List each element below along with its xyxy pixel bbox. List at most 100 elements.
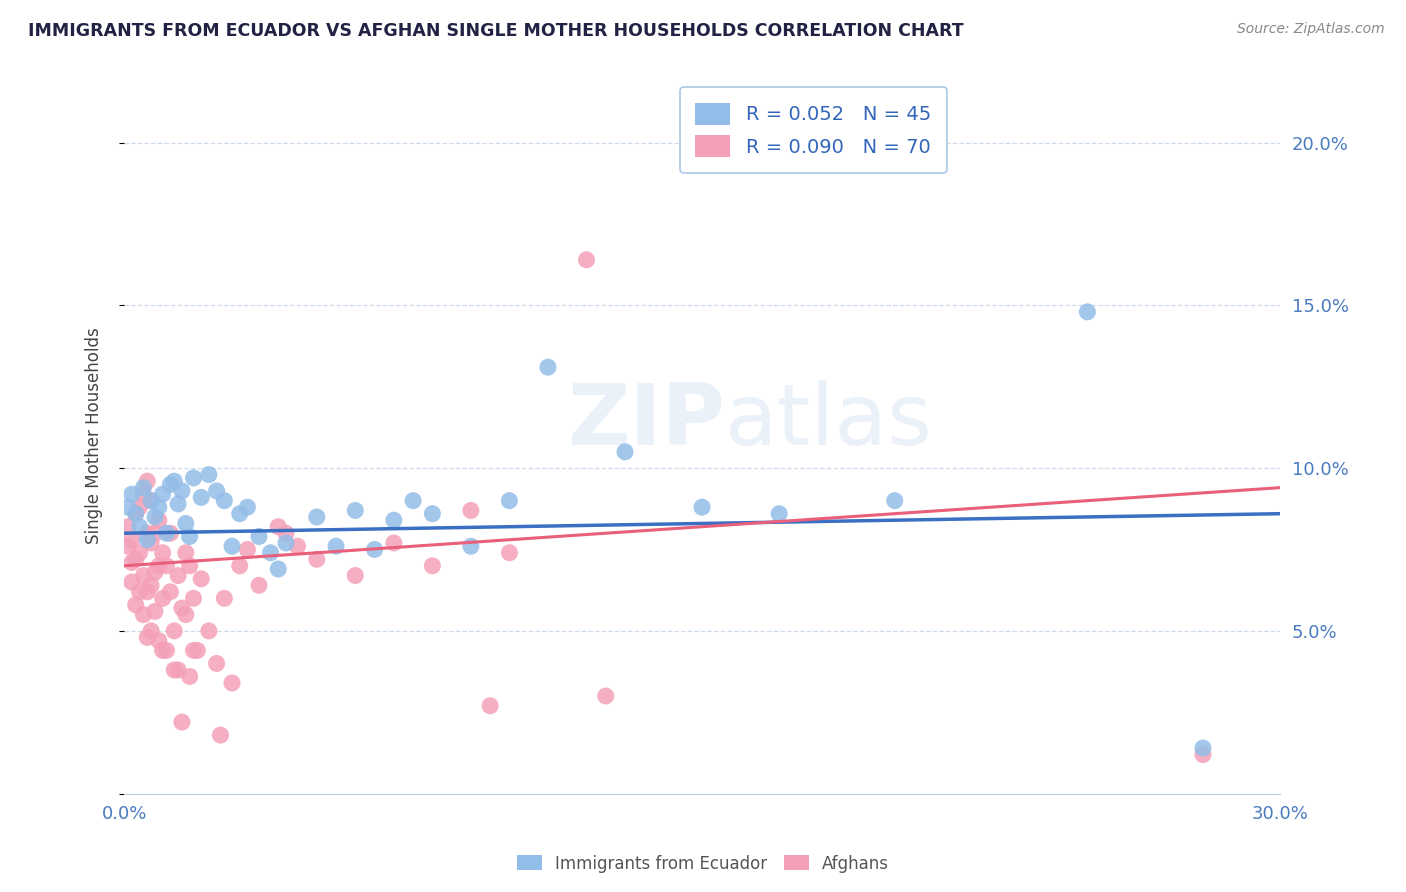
Point xyxy=(183,471,205,485)
Point xyxy=(125,507,148,521)
Point xyxy=(690,500,713,515)
Point xyxy=(148,633,170,648)
Point xyxy=(344,568,367,582)
Point xyxy=(139,493,162,508)
Point xyxy=(148,513,170,527)
Point xyxy=(883,493,905,508)
Point xyxy=(479,698,502,713)
Point xyxy=(274,526,297,541)
Point xyxy=(174,607,197,622)
Point xyxy=(121,533,143,547)
Point xyxy=(117,539,139,553)
Point xyxy=(179,558,201,573)
Point xyxy=(167,663,190,677)
Point xyxy=(139,536,162,550)
Point xyxy=(170,601,193,615)
Point xyxy=(136,631,159,645)
Point xyxy=(247,529,270,543)
Point xyxy=(305,510,328,524)
Point xyxy=(183,591,205,606)
Point xyxy=(128,500,150,515)
Point xyxy=(159,584,181,599)
Text: IMMIGRANTS FROM ECUADOR VS AFGHAN SINGLE MOTHER HOUSEHOLDS CORRELATION CHART: IMMIGRANTS FROM ECUADOR VS AFGHAN SINGLE… xyxy=(28,22,963,40)
Point xyxy=(174,516,197,531)
Point xyxy=(155,558,177,573)
Point xyxy=(163,474,186,488)
Point xyxy=(190,572,212,586)
Point xyxy=(163,663,186,677)
Point xyxy=(136,474,159,488)
Point xyxy=(382,536,405,550)
Point xyxy=(363,542,385,557)
Point xyxy=(170,714,193,729)
Point xyxy=(274,536,297,550)
Point xyxy=(209,728,232,742)
Point xyxy=(183,643,205,657)
Point xyxy=(128,519,150,533)
Point xyxy=(132,607,155,622)
Point xyxy=(136,526,159,541)
Point xyxy=(236,542,259,557)
Point xyxy=(1192,741,1215,756)
Point xyxy=(287,539,309,553)
Point xyxy=(155,526,177,541)
Point xyxy=(228,507,250,521)
Point xyxy=(121,575,143,590)
Point xyxy=(139,624,162,638)
Point xyxy=(537,360,560,375)
Point xyxy=(221,539,243,553)
Point xyxy=(136,584,159,599)
Point xyxy=(205,483,228,498)
Point xyxy=(402,493,425,508)
Point xyxy=(128,584,150,599)
Point xyxy=(422,507,444,521)
Point xyxy=(167,568,190,582)
Point xyxy=(236,500,259,515)
Point xyxy=(228,558,250,573)
Point xyxy=(1192,747,1215,762)
Point xyxy=(198,467,221,482)
Point xyxy=(498,493,520,508)
Point xyxy=(344,503,367,517)
Point xyxy=(422,558,444,573)
Point xyxy=(595,689,617,703)
Point xyxy=(163,624,186,638)
Point xyxy=(143,566,166,580)
Point xyxy=(198,624,221,638)
Text: atlas: atlas xyxy=(725,380,934,463)
Point xyxy=(179,529,201,543)
Point xyxy=(132,481,155,495)
Point xyxy=(174,546,197,560)
Point xyxy=(143,510,166,524)
Point xyxy=(159,477,181,491)
Point xyxy=(768,507,790,521)
Point xyxy=(155,643,177,657)
Point xyxy=(148,500,170,515)
Point xyxy=(267,562,290,576)
Point xyxy=(205,657,228,671)
Point xyxy=(143,526,166,541)
Point xyxy=(382,513,405,527)
Point xyxy=(125,598,148,612)
Point xyxy=(167,497,190,511)
Point xyxy=(143,604,166,618)
Point xyxy=(190,491,212,505)
Point xyxy=(152,487,174,501)
Point xyxy=(128,546,150,560)
Point xyxy=(117,519,139,533)
Point xyxy=(214,493,236,508)
Point xyxy=(214,591,236,606)
Point xyxy=(152,591,174,606)
Point xyxy=(148,558,170,573)
Point xyxy=(125,552,148,566)
Point xyxy=(498,546,520,560)
Point xyxy=(121,556,143,570)
Point xyxy=(305,552,328,566)
Point xyxy=(121,487,143,501)
Point xyxy=(159,526,181,541)
Text: ZIP: ZIP xyxy=(568,380,725,463)
Point xyxy=(117,500,139,515)
Point xyxy=(139,578,162,592)
Point xyxy=(614,445,637,459)
Point xyxy=(179,669,201,683)
